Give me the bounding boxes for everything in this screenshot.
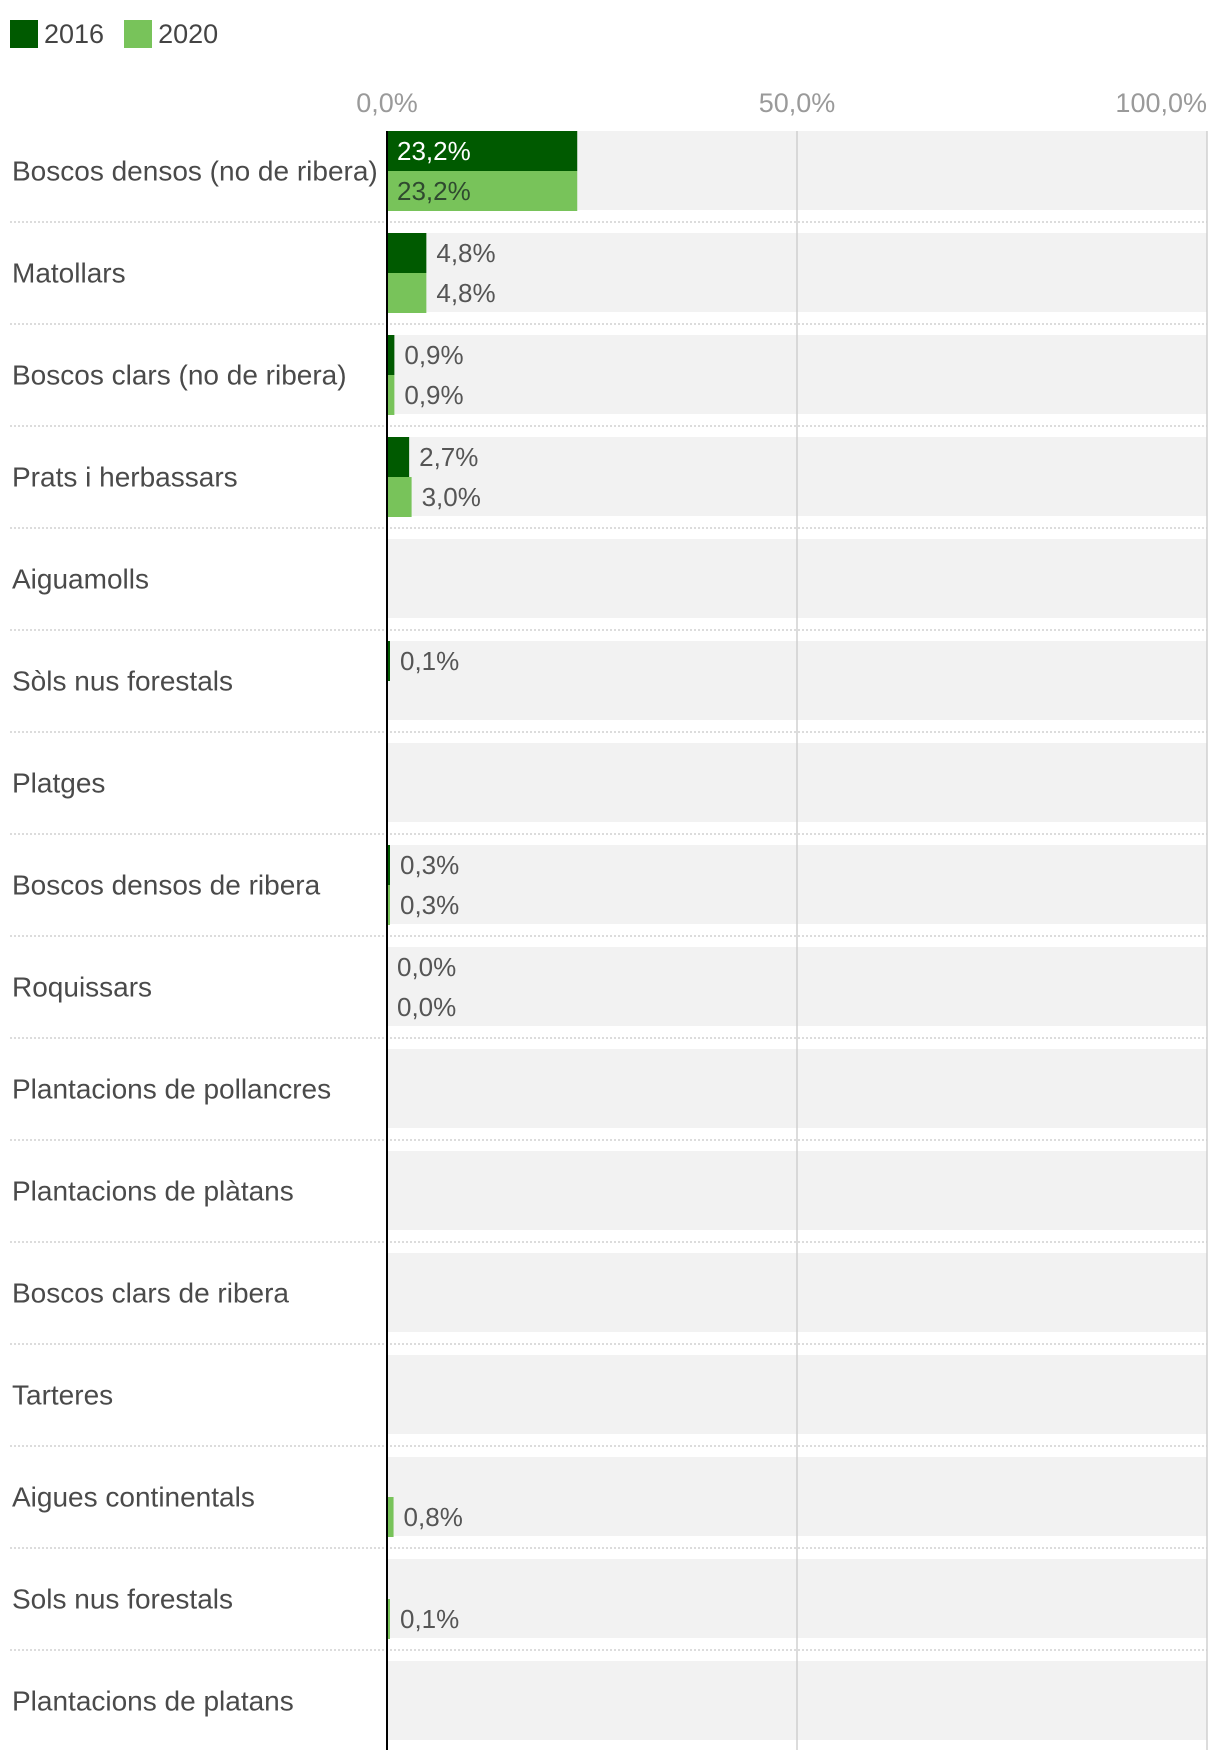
bar-2020 xyxy=(387,273,427,313)
bar-2020 xyxy=(387,171,578,211)
bar-2016 xyxy=(387,233,427,273)
legend-item: 2016 xyxy=(10,19,104,50)
data-label: 23,2% xyxy=(397,136,471,166)
bar-2020 xyxy=(387,1599,390,1639)
data-label: 0,8% xyxy=(404,1502,463,1532)
data-label: 4,8% xyxy=(436,278,495,308)
x-tick-label: 0,0% xyxy=(356,88,418,118)
category-label: Roquissars xyxy=(12,972,152,1003)
chart-legend: 2016 2020 xyxy=(10,18,238,50)
category-label: Aiguamolls xyxy=(12,564,149,595)
data-label: 23,2% xyxy=(397,176,471,206)
category-label: Plantacions de plàtans xyxy=(12,1176,294,1207)
category-label: Aigues continentals xyxy=(12,1482,255,1513)
data-label: 0,1% xyxy=(400,646,459,676)
data-label: 0,9% xyxy=(404,380,463,410)
data-label: 0,0% xyxy=(397,992,456,1022)
bar-2016 xyxy=(387,641,390,681)
x-tick-label: 100,0% xyxy=(1115,88,1207,118)
data-label: 2,7% xyxy=(419,442,478,472)
data-label: 0,3% xyxy=(400,890,459,920)
data-label: 4,8% xyxy=(436,238,495,268)
category-label: Boscos clars de ribera xyxy=(12,1278,289,1309)
category-label: Sòls nus forestals xyxy=(12,666,233,697)
legend-item: 2020 xyxy=(124,19,218,50)
data-label: 0,3% xyxy=(400,850,459,880)
data-label: 3,0% xyxy=(422,482,481,512)
category-label: Sols nus forestals xyxy=(12,1584,233,1615)
legend-label: 2020 xyxy=(158,18,219,49)
bar-2020 xyxy=(387,375,395,415)
category-label: Matollars xyxy=(12,258,126,289)
category-label: Tarteres xyxy=(12,1380,113,1411)
bar-2020 xyxy=(387,885,390,925)
category-label: Plantacions de platans xyxy=(12,1686,294,1717)
bar-2016 xyxy=(387,845,390,885)
category-label: Plantacions de pollancres xyxy=(12,1074,331,1105)
legend-label: 2016 xyxy=(44,18,105,49)
category-label: Prats i herbassars xyxy=(12,462,238,493)
bar-2016 xyxy=(387,437,410,477)
data-label: 0,0% xyxy=(397,952,456,982)
bar-2020 xyxy=(387,477,412,517)
bar-2016 xyxy=(387,131,578,171)
data-label: 0,1% xyxy=(400,1604,459,1634)
legend-swatch xyxy=(124,20,153,48)
category-label: Platges xyxy=(12,768,105,799)
x-tick-label: 50,0% xyxy=(759,88,836,118)
category-label: Boscos densos (no de ribera) xyxy=(12,156,378,187)
bar-2020 xyxy=(387,1497,394,1537)
category-label: Boscos densos de ribera xyxy=(12,870,321,901)
bar-2016 xyxy=(387,335,395,375)
data-label: 0,9% xyxy=(404,340,463,370)
legend-swatch xyxy=(10,20,38,48)
category-label: Boscos clars (no de ribera) xyxy=(12,360,347,391)
